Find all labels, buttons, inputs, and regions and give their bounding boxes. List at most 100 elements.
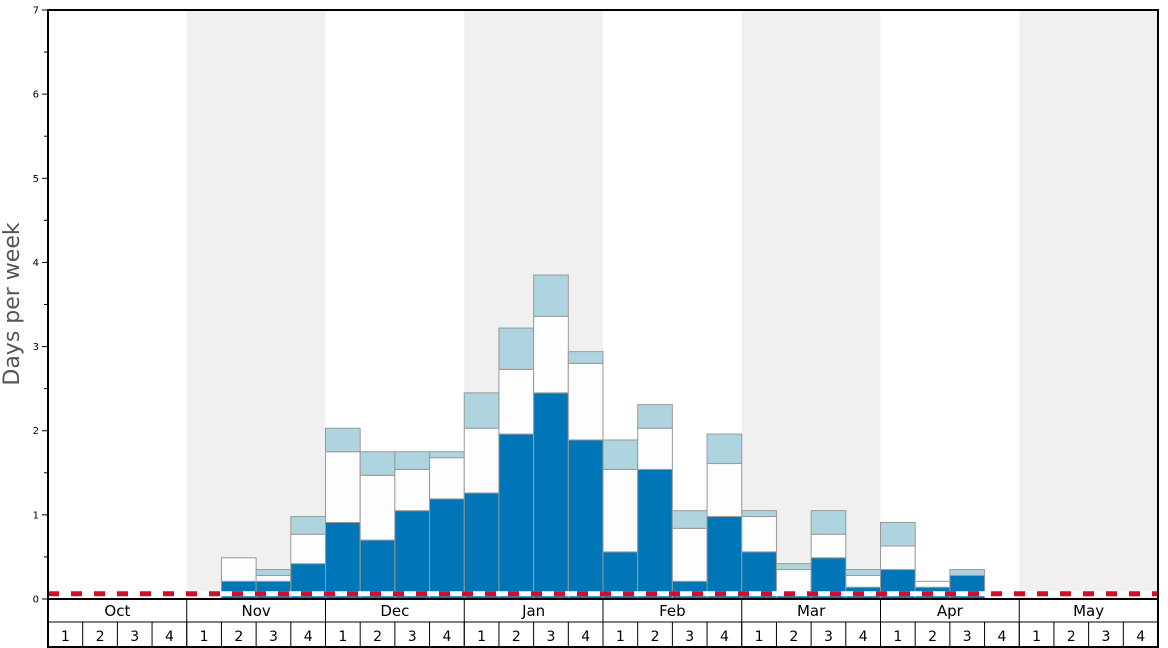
bar-segment-dark [533,392,569,600]
x-axis: Oct Nov Dec Jan Feb Mar Apr May 1 2 3 4 1 2 3 4 1 2 3 4 1 2 3 4… [47,598,1159,648]
bar-segment-dark [220,580,257,600]
bar-segment-mid [429,457,465,500]
bar-segment-dark [671,580,708,600]
week-label: 2 [651,629,660,645]
bar-segment-light [290,516,326,535]
month-label-feb: Feb [659,602,686,620]
y-tick-label: 6 [33,90,39,101]
y-tick-label: 3 [33,342,39,353]
week-label: 1 [616,629,625,645]
bar-segment-light [949,569,986,576]
bars [220,274,986,600]
month-label-mar: Mar [797,602,826,620]
month-label-oct: Oct [104,602,130,620]
bar-segment-mid [637,427,673,470]
bar-segment-mid [845,574,881,588]
bar-segment-light [429,451,465,459]
bar-segment-mid [706,463,743,518]
week-label: 2 [1067,629,1076,645]
week-label: 4 [720,629,729,645]
week-label: 2 [789,629,798,645]
week-label: 1 [893,629,902,645]
y-tick-label: 1 [33,510,39,521]
week-label: 4 [165,629,174,645]
bar-segment-mid [775,569,812,594]
week-label: 3 [824,629,833,645]
bar-segment-mid [533,315,569,394]
bar-segment-light [325,427,361,453]
bar-segment-dark [602,551,639,600]
bar-segment-dark [637,468,673,600]
bar-segment-mid [325,451,361,523]
month-label-nov: Nov [241,602,270,620]
bar-segment-dark [359,539,396,600]
bar-segment-dark [255,580,292,600]
week-label: 2 [928,629,937,645]
week-label: 4 [997,629,1006,645]
bar-segment-mid [220,557,257,582]
bar-segment-mid [290,533,326,565]
week-label: 3 [547,629,556,645]
y-tick-label: 4 [33,258,39,269]
week-label: 3 [963,629,972,645]
bar-segment-mid [810,533,847,559]
bar-segment-dark [429,498,465,600]
bar-segment-light [255,569,292,576]
y-axis: 0 1 2 3 4 5 6 7 [33,6,48,606]
bar-segment-light [741,510,777,518]
week-label: 3 [1102,629,1111,645]
bar-segment-light [463,392,500,429]
week-label: 4 [1136,629,1145,645]
week-label: 4 [581,629,590,645]
bar-segment-light [775,563,812,571]
week-label: 1 [1032,629,1041,645]
bar-segment-mid [880,545,916,571]
bar-segment-mid [463,427,500,494]
week-label: 1 [61,629,70,645]
bar-segment-mid [914,580,951,588]
month-band-mar [741,10,881,599]
bar-segment-dark [498,433,535,600]
week-label: 2 [373,629,382,645]
bar-segment-light [880,521,916,547]
y-tick-label: 7 [33,6,39,17]
bar-segment-mid [255,574,292,582]
week-label: 2 [96,629,105,645]
y-tick-label: 5 [33,174,39,185]
bar-segment-dark [463,492,500,600]
bar-segment-dark [394,510,431,600]
week-label: 4 [304,629,313,645]
bar-segment-light [533,274,569,317]
week-label: 4 [859,629,868,645]
bar-segment-light [394,451,431,470]
bar-segment-mid [602,468,639,553]
week-label: 1 [755,629,764,645]
plot-frame [47,9,1159,600]
bar-segment-light [706,433,743,465]
bar-segment-light [498,327,535,370]
week-label: 3 [408,629,417,645]
bar-segment-light [845,569,881,576]
bar-segment-light [671,510,708,529]
y-tick-label: 2 [33,426,39,437]
week-label: 1 [338,629,347,645]
month-label-may: May [1073,602,1104,620]
bar-segment-dark [325,521,361,600]
month-label-jan: Jan [521,602,545,620]
week-label: 3 [685,629,694,645]
bar-segment-mid [359,474,396,541]
week-label: 2 [234,629,243,645]
week-label: 2 [512,629,521,645]
bar-segment-light [602,439,639,470]
bar-segment-light [567,351,604,364]
week-label: 4 [442,629,451,645]
week-label: 3 [130,629,139,645]
bar-segment-dark [706,516,743,600]
bar-segment-mid [394,468,431,512]
y-tick-label: 0 [33,595,39,606]
bar-segment-light [637,404,673,429]
bar-segment-mid [671,527,708,582]
month-label-apr: Apr [937,602,964,620]
week-label: 1 [200,629,209,645]
